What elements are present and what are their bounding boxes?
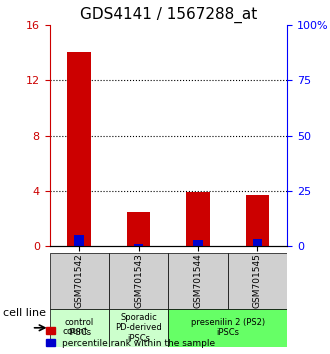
FancyBboxPatch shape (50, 309, 109, 347)
FancyBboxPatch shape (168, 253, 228, 309)
Text: control
IPSCs: control IPSCs (65, 318, 94, 337)
Text: GSM701545: GSM701545 (253, 253, 262, 308)
Title: GDS4141 / 1567288_at: GDS4141 / 1567288_at (80, 7, 257, 23)
FancyBboxPatch shape (168, 309, 287, 347)
FancyBboxPatch shape (228, 253, 287, 309)
Bar (193, 240, 203, 246)
Text: presenilin 2 (PS2)
iPSCs: presenilin 2 (PS2) iPSCs (191, 318, 265, 337)
Bar (67, 52, 91, 246)
Text: Sporadic
PD-derived
iPSCs: Sporadic PD-derived iPSCs (115, 313, 162, 343)
Bar (127, 212, 150, 246)
Text: GSM701544: GSM701544 (193, 253, 203, 308)
FancyBboxPatch shape (109, 253, 168, 309)
FancyBboxPatch shape (50, 253, 109, 309)
Text: GSM701542: GSM701542 (75, 253, 84, 308)
Text: GSM701543: GSM701543 (134, 253, 143, 308)
Legend: count, percentile rank within the sample: count, percentile rank within the sample (44, 325, 217, 349)
Text: cell line: cell line (3, 308, 46, 318)
Bar (134, 244, 143, 246)
FancyBboxPatch shape (109, 309, 168, 347)
Bar (246, 195, 269, 246)
Bar (186, 192, 210, 246)
Bar (75, 235, 84, 246)
Bar (253, 239, 262, 246)
